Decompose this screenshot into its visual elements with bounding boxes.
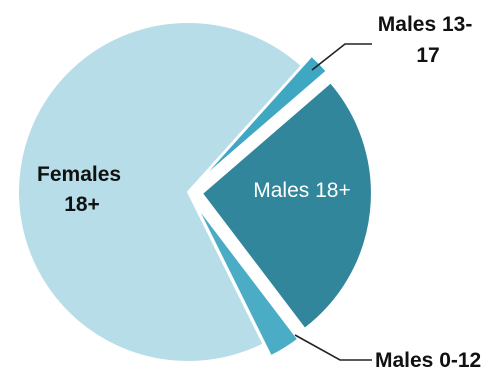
pie-slice-males-18-plus	[200, 80, 373, 331]
slice-label-males-13-17: Males 13- 17	[378, 13, 478, 67]
slice-label-males-0-12: Males 0-12	[375, 349, 481, 370]
slice-label-females-line2: 18+	[64, 193, 100, 216]
leader-line-males-0-12	[294, 334, 372, 361]
pie-slice-females-18-plus	[17, 21, 304, 363]
slice-labels: Females 18+ Males 18+ Males 13- 17 Males…	[37, 13, 481, 370]
pie-slices	[17, 21, 373, 363]
pie-slice-males-0-12	[194, 203, 300, 358]
slice-label-males-18-plus: Males 18+	[253, 179, 350, 202]
leader-line-males-13-17	[311, 43, 372, 71]
slice-label-females: Females 18+	[37, 163, 127, 216]
slice-label-females-line1: Females	[37, 163, 121, 186]
slice-label-males-13-17-line2: 17	[416, 44, 439, 67]
leader-lines	[294, 43, 372, 361]
slice-label-males-13-17-line1: Males 13-	[378, 13, 473, 36]
